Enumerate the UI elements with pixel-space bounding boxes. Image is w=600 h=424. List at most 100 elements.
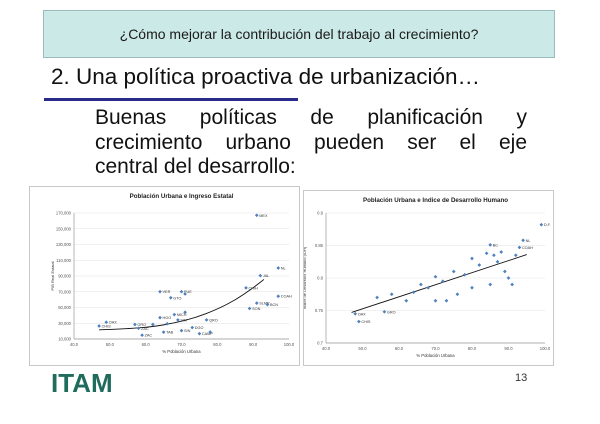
chart1-point-label: MEX: [259, 214, 268, 218]
chart2-point: [484, 251, 489, 256]
chart2-point: [506, 276, 511, 280]
chart1-point-label: SON: [252, 307, 260, 311]
chart2-x-tick-label: 100.0: [540, 346, 551, 351]
chart1-y-tick-label: 10,000: [58, 337, 71, 342]
chart2-point-label: BC: [493, 243, 499, 247]
chart2-point-label: D.F.: [544, 223, 551, 227]
chart1-point: [161, 330, 166, 334]
chart1-point-label: SIN: [180, 318, 187, 322]
chart2-point: [419, 282, 423, 287]
chart2-point: [357, 319, 361, 324]
chart2-x-tick-label: 60.0: [395, 346, 404, 351]
chart2-title: Población Urbana e Indice de Desarrollo …: [363, 197, 508, 204]
chart2-point: [433, 298, 438, 303]
chart2-point: [488, 282, 493, 287]
chart1-x-tick-label: 50.0: [106, 342, 115, 347]
chart1-point: [254, 213, 259, 218]
chart1-trendline: [99, 279, 265, 331]
chart1-point: [276, 294, 281, 299]
itam-logo-mark: ITAM: [51, 370, 113, 394]
chart2-point: [353, 311, 358, 316]
chart1-point-label: SLMP: [259, 302, 270, 306]
chart1-point: [190, 325, 195, 330]
chart1-point-label: GTO: [173, 296, 181, 300]
chart2-point: [404, 298, 409, 303]
chart1-point: [158, 315, 162, 320]
chart1-point-label: CAMP: [202, 332, 213, 336]
chart2-point: [455, 292, 460, 297]
chart1-point: [158, 289, 162, 294]
chart1-point-label: OAX: [109, 321, 117, 325]
chart2-point: [470, 285, 474, 290]
chart1-point: [136, 326, 141, 331]
itam-logo-text: ITAM: [51, 370, 113, 394]
chart2-point: [488, 243, 493, 247]
chart2-point: [517, 245, 522, 250]
chart1-point-label: COAH: [281, 295, 292, 299]
chart1-point-label: HGO: [163, 316, 172, 320]
chart1-y-tick-label: 150,000: [56, 226, 72, 231]
chart2-x-tick-label: 40.0: [322, 346, 331, 351]
chart1-point: [140, 333, 144, 338]
chart1-point-label: SIN: [184, 329, 191, 333]
chart1-point-label: JAL: [263, 274, 270, 278]
chart1-point-label: MICH: [177, 313, 187, 317]
chart2-point: [477, 263, 482, 267]
chart2-point-label: CHIS: [361, 320, 371, 324]
chart2-x-tick-label: 90.0: [504, 346, 513, 351]
chart1-point: [208, 330, 213, 334]
chart1-x-tick-label: 90.0: [249, 342, 258, 347]
chart1-x-tick-label: 100.0: [284, 342, 295, 347]
chart1-point-label: BCN: [270, 303, 278, 307]
chart1-point: [97, 324, 101, 328]
chart1-point: [176, 318, 180, 322]
chart-urban-income: Población Urbana e Ingreso Estatal 10,000…: [29, 186, 300, 366]
chart2-x-tick-label: 70.0: [431, 346, 440, 351]
slide-body: Buenas políticas de planificación y crec…: [95, 106, 527, 180]
chart1-point-label: QRO: [209, 318, 218, 322]
chart1-point-label: ZAC: [141, 327, 149, 331]
chart2-x-tick-label: 80.0: [468, 346, 477, 351]
chart1-y-tick-label: 110,000: [56, 258, 71, 263]
chart2-point: [462, 272, 467, 277]
chart2-point: [492, 253, 496, 258]
chart2-point-label: OAX: [358, 312, 366, 316]
chart1-point: [172, 312, 177, 317]
chart1-point-label: ZAC: [145, 334, 153, 338]
chart1-x-axis-label: % Población Urbana: [162, 349, 201, 354]
chart1-title: Población Urbana e Ingreso Estatal: [130, 193, 234, 200]
chart1-point: [244, 285, 248, 290]
itam-logo: ITAM: [51, 370, 113, 394]
chart1-point-label: NL: [281, 266, 286, 270]
chart1-point: [179, 328, 184, 333]
chart1-point: [276, 266, 281, 270]
chart1-point-label: PUE: [184, 290, 192, 294]
chart1-point: [104, 320, 109, 325]
chart2-point: [411, 290, 416, 295]
chart1-point-label: CHIH: [249, 286, 259, 290]
slide-title: 2. Una política proactiva de urbanizació…: [51, 64, 480, 89]
chart1-y-axis-label: PIB Real Estatal: [50, 261, 55, 290]
chart2-point: [539, 222, 544, 227]
chart1-point-label: GRO: [137, 323, 146, 327]
chart1-x-tick-label: 40.0: [70, 342, 79, 347]
chart1-x-tick-label: 60.0: [142, 342, 151, 347]
chart1-y-tick-label: 70,000: [58, 289, 71, 294]
chart2-point: [444, 298, 449, 303]
chart1-point: [168, 295, 173, 300]
chart1-y-tick-label: 170,000: [56, 211, 72, 216]
chart2-point: [440, 279, 445, 284]
chart2-y-axis-label: Índice de Desarrollo Humano (IDH): [304, 246, 307, 309]
chart2-point: [495, 259, 500, 264]
chart2-point-label: GRO: [387, 310, 396, 314]
chart1-y-tick-label: 90,000: [58, 274, 71, 279]
chart2-point-label: NL: [526, 239, 531, 243]
body-line-2: crecimiento urbano pueden ser el eje: [95, 130, 527, 154]
chart-urban-hdi: Población Urbana e Indice de Desarrollo …: [302, 190, 554, 366]
chart1-point-label: TAB: [166, 331, 174, 335]
chart1-point: [197, 331, 202, 336]
chart2-trendline: [351, 254, 527, 313]
chart2-point: [433, 274, 438, 279]
chart1-y-tick-label: 30,000: [58, 321, 71, 326]
chart2-point: [503, 269, 507, 274]
